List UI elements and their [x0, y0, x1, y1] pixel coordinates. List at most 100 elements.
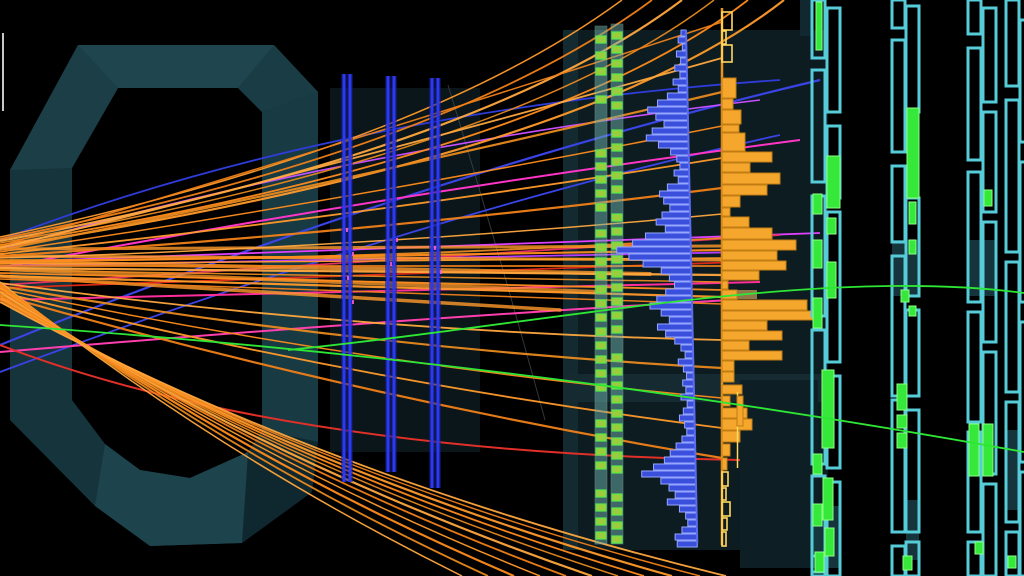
had-energy-bar [721, 320, 768, 331]
muon-track [287, 284, 1024, 351]
em-energy-bar [644, 232, 691, 240]
had-energy-bar [721, 330, 783, 341]
calorimeter-cell-hit [611, 381, 623, 390]
calorimeter-cell-hit [595, 341, 607, 350]
em-energy-bar [641, 470, 697, 478]
muon-drift-chamber [890, 0, 907, 30]
em-energy-bar [681, 435, 696, 443]
muon-drift-chamber [1004, 530, 1021, 576]
em-energy-bar [666, 183, 690, 191]
had-energy-bar [721, 239, 797, 251]
had-energy-bar [721, 172, 781, 185]
had-energy-bar-outline [721, 471, 729, 487]
calorimeter-cell-hit [595, 95, 607, 104]
muon-drift-chamber [966, 310, 983, 424]
particle-track [0, 99, 761, 251]
muon-chamber-face [983, 240, 996, 296]
orange-particle-track [0, 0, 785, 249]
calorimeter-cell-hit [611, 283, 623, 292]
em-energy-bar [668, 484, 697, 492]
toroid-facet [78, 45, 274, 88]
muon-drift-chamber [1004, 260, 1021, 394]
calorimeter-cell-hit [595, 503, 607, 512]
had-energy-bar [721, 350, 783, 361]
calorimeter-cell-hit [611, 227, 623, 236]
calorimeter-cell-hit [611, 73, 623, 82]
muon-drift-chamber [1004, 98, 1021, 254]
had-energy-bar [721, 443, 731, 457]
muon-drift-chamber [810, 0, 827, 60]
had-energy-bar [721, 98, 734, 110]
em-energy-bar [686, 428, 696, 436]
calorimeter-cell-hit [611, 367, 623, 376]
em-energy-bar [674, 533, 698, 541]
calorimeter-cell-hit [611, 325, 623, 334]
silicon-hit [440, 270, 442, 274]
em-energy-bar [663, 120, 689, 128]
calorimeter-cell-hit [611, 353, 623, 362]
edge-tick-marker [2, 33, 4, 111]
muon-drift-chamber [1018, 160, 1024, 304]
em-energy-bar [665, 288, 693, 296]
muon-chamber-hit [908, 239, 917, 255]
em-energy-bar [675, 50, 687, 58]
calorimeter-cell-hit [595, 299, 607, 308]
calorimeter-cell-hit [611, 101, 623, 110]
had-energy-bar [721, 340, 750, 351]
muon-drift-chamber [981, 220, 998, 344]
calorimeter-cell-hit [595, 229, 607, 238]
em-energy-bar [678, 505, 697, 513]
toroid-facet [238, 45, 318, 112]
calorimeter-cell-hit [611, 493, 623, 502]
em-energy-bar [657, 141, 689, 149]
muon-drift-chamber [825, 6, 842, 114]
calorimeter-cell-hit [611, 213, 623, 222]
em-energy-bar [663, 456, 696, 464]
calorimeter-cell-hit [611, 395, 623, 404]
muon-chamber-hit [821, 369, 835, 449]
muon-chamber-hit [814, 551, 825, 573]
calorimeter-cell-hit [595, 461, 607, 470]
detector-backdrop-panel [800, 0, 813, 36]
calorimeter-cell-hit [611, 409, 623, 418]
calorimeter-cell-hit [595, 189, 607, 198]
had-energy-bar [721, 457, 728, 471]
muon-chamber-hit [812, 453, 823, 475]
calorimeter-cell-hit [595, 433, 607, 442]
em-energy-bar [660, 477, 697, 485]
em-energy-bar [685, 512, 698, 520]
em-energy-bar [645, 134, 689, 142]
muon-chamber-hit [968, 423, 980, 477]
had-energy-bar [721, 207, 731, 217]
muon-drift-chamber [981, 6, 998, 104]
em-energy-bar [664, 225, 691, 233]
muon-chamber-hit [896, 383, 908, 411]
muon-drift-chamber [904, 4, 921, 114]
had-energy-bar [721, 384, 743, 395]
calorimeter-cell-hit [595, 419, 607, 428]
em-energy-bar [657, 99, 689, 107]
had-energy-bar [721, 77, 737, 99]
had-energy-bar [721, 280, 729, 290]
calorimeter-cell-hit [611, 437, 623, 446]
muon-chamber-hit [908, 305, 917, 317]
em-energy-bar [680, 344, 694, 352]
had-energy-bar [721, 395, 731, 407]
calorimeter-cell-hit [611, 451, 623, 460]
calorimeter-cell-hit [611, 87, 623, 96]
had-energy-bar [721, 250, 778, 261]
had-energy-bar [721, 430, 741, 443]
muon-drift-chamber [966, 46, 983, 162]
muon-chamber-face [906, 500, 919, 560]
em-energy-bar [682, 365, 694, 373]
had-energy-bar [721, 310, 822, 321]
em-energy-bar [656, 323, 693, 331]
em-energy-bar [669, 204, 691, 212]
calorimeter-cell-hit [611, 507, 623, 516]
em-calorimeter-histogram [616, 29, 699, 548]
had-energy-bar [721, 195, 741, 208]
had-energy-bar [721, 407, 748, 419]
muon-drift-chamber [904, 308, 921, 398]
muon-tracks [0, 284, 1024, 453]
